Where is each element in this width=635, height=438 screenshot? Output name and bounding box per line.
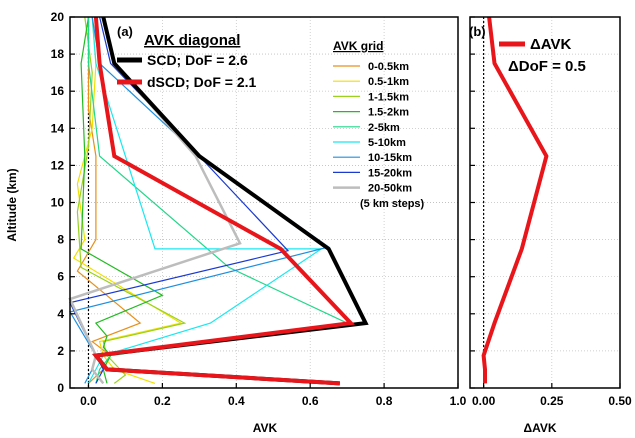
series-line-1-5-2km: [80, 16, 164, 384]
legend-diagonal-title: AVK diagonal: [144, 32, 240, 49]
y-axis-label: Altitude (km): [5, 168, 19, 241]
legend-label-grid: 0-0.5km: [368, 61, 409, 73]
legend-label-delta: ΔAVK: [530, 36, 572, 53]
y-tick-label: 8: [57, 233, 64, 247]
y-tick-label: 2: [57, 344, 64, 358]
legend-grid-note: (5 km steps): [360, 198, 425, 210]
y-tick-label: 0: [57, 381, 64, 395]
panel-a: 0.0 0.2 0.4 0.6 0.8 1.0 0 2 4 6 8 10 12 14 16 18 20 SCD; …: [51, 10, 467, 408]
y-tick-label: 6: [57, 270, 64, 284]
x-tick-label: 1.0: [450, 394, 467, 408]
series-line-10-15km: [69, 16, 331, 384]
x-axis-label-a: AVK: [253, 421, 278, 435]
series-line-1-1-5km: [76, 16, 187, 384]
delta-dof-text: ΔDoF = 0.5: [508, 58, 586, 75]
legend-label-diagonal: SCD; DoF = 2.6: [147, 52, 248, 68]
panel-b: 0.00 0.25 0.50 ΔAVK: [469, 16, 632, 408]
legend-grid-title: AVK grid: [333, 39, 383, 53]
series-line-15-20km: [69, 16, 290, 384]
y-tick-label: 16: [51, 84, 65, 98]
x-tick-label: 0.2: [154, 394, 171, 408]
legend-label-grid: 15-20km: [368, 167, 412, 179]
x-tick-label: 0.25: [540, 394, 564, 408]
legend-label-grid: 2-5km: [368, 122, 400, 134]
legend-label-grid: 20-50km: [368, 183, 412, 195]
legend-label-grid: 10-15km: [368, 152, 412, 164]
x-tick-label: 0.8: [376, 394, 393, 408]
panel-b-label: (b): [469, 24, 486, 39]
x-tick-label: 0.50: [608, 394, 632, 408]
y-tick-label: 14: [51, 121, 65, 135]
y-tick-label: 12: [51, 158, 65, 172]
x-tick-label: 0.4: [228, 394, 245, 408]
legend-label-grid: 1.5-2km: [368, 107, 409, 119]
y-tick-label: 4: [57, 307, 64, 321]
series-line--avk: [481, 16, 549, 384]
y-tick-label: 10: [51, 196, 65, 210]
y-tick-label: 20: [51, 10, 65, 24]
legend-label-diagonal: dSCD; DoF = 2.1: [147, 74, 257, 90]
series-line-scd-dof-2-6: [92, 16, 369, 386]
y-tick-label: 18: [51, 47, 65, 61]
x-tick-label: 0.00: [472, 394, 496, 408]
legend-label-grid: 5-10km: [368, 137, 406, 149]
x-tick-label: 0.6: [302, 394, 319, 408]
legend-label-grid: 0.5-1km: [368, 76, 409, 88]
legend-label-grid: 1-1.5km: [368, 91, 409, 103]
series-line-dscd-dof-2-1: [92, 16, 355, 386]
x-axis-label-b: ΔAVK: [523, 421, 556, 435]
x-tick-label: 0.0: [80, 394, 97, 408]
panel-a-label: (a): [117, 24, 133, 39]
